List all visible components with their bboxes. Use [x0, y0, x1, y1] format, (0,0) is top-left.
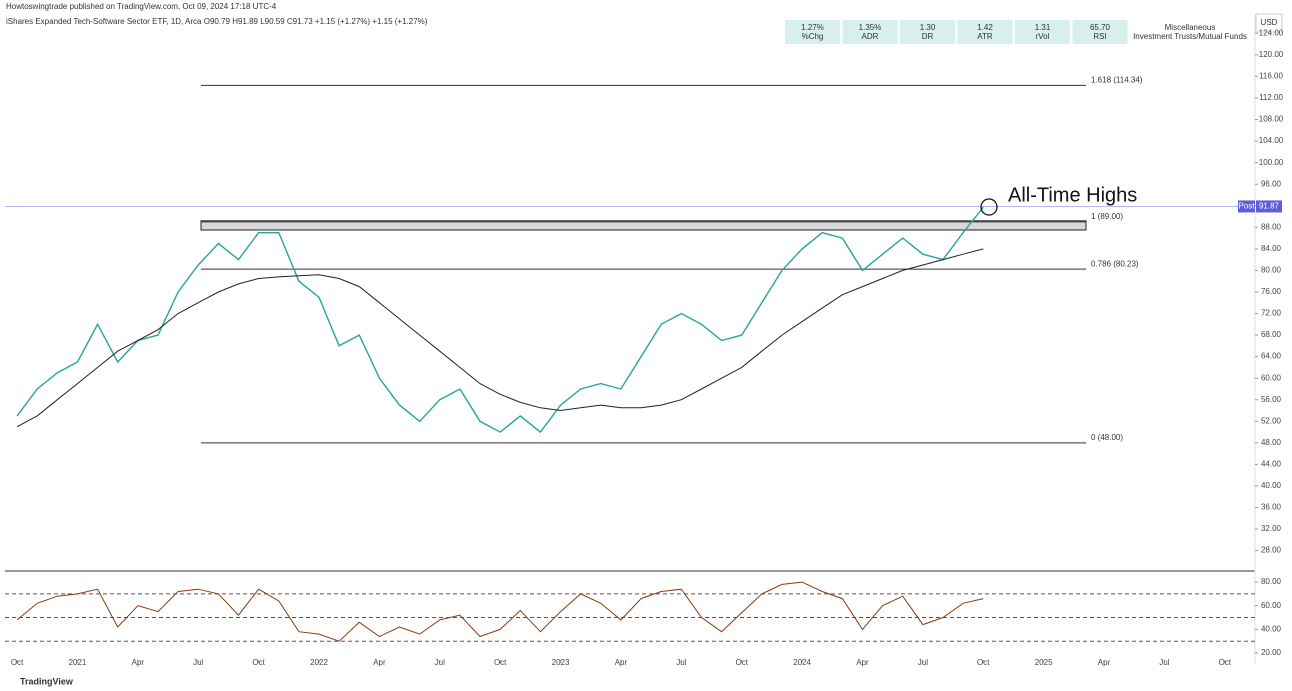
stat-value: 1.35% — [859, 23, 882, 32]
stat-box — [842, 20, 898, 44]
stat-label: DR — [922, 32, 934, 41]
currency-box[interactable] — [1255, 13, 1283, 33]
y-tick-label: 96.00 — [1261, 179, 1282, 188]
y-tick-label: 20.00 — [1261, 648, 1282, 657]
x-tick-label: Jul — [918, 658, 928, 667]
y-tick-label: 28.00 — [1261, 546, 1282, 555]
x-tick-label: 2025 — [1035, 658, 1053, 667]
post-value: 91.87 — [1259, 202, 1280, 211]
stat-label: %Chg — [802, 32, 824, 41]
x-tick-label: Apr — [373, 658, 386, 667]
resistance-zone — [200, 220, 1087, 231]
stat-label: rVol — [1036, 32, 1050, 41]
currency[interactable]: USD — [1261, 18, 1278, 27]
y-tick-label: 64.00 — [1261, 352, 1282, 361]
y-tick-label: 40.00 — [1261, 481, 1282, 490]
series-line — [16, 206, 984, 434]
x-tick-label: Apr — [615, 658, 628, 667]
y-tick-label: 36.00 — [1261, 503, 1282, 512]
y-tick-label: 40.00 — [1261, 624, 1282, 633]
x-tick-label: Oct — [494, 658, 507, 667]
x-tick-label: Jul — [676, 658, 686, 667]
fib-label: 1.618 (114.34) — [1091, 75, 1143, 84]
y-tick-label: 124.00 — [1259, 28, 1284, 37]
y-tick-label: 68.00 — [1261, 330, 1282, 339]
annotation: All-Time Highs — [1008, 184, 1137, 206]
stat-label: ADR — [862, 32, 879, 41]
footer: TradingView — [20, 676, 74, 686]
post-value-tag — [1256, 200, 1282, 213]
y-tick-label: 72.00 — [1261, 309, 1282, 318]
post-tag — [1238, 200, 1255, 213]
stat-box — [785, 20, 840, 44]
industry: Investment Trusts/Mutual Funds — [1133, 32, 1247, 41]
y-tick-label: 56.00 — [1261, 395, 1282, 404]
x-tick-label: Oct — [252, 658, 265, 667]
stat-box — [1015, 20, 1070, 44]
y-tick-label: 80.00 — [1261, 577, 1282, 586]
x-tick-label: Oct — [1219, 658, 1232, 667]
y-tick-label: 76.00 — [1261, 287, 1282, 296]
x-tick-label: Oct — [977, 658, 990, 667]
stat-value: 1.30 — [920, 23, 936, 32]
post-label: Post — [1238, 202, 1255, 211]
y-tick-label: 60.00 — [1261, 601, 1282, 610]
y-tick-label: 84.00 — [1261, 244, 1282, 253]
y-tick-label: 100.00 — [1259, 158, 1284, 167]
y-tick-label: 120.00 — [1259, 50, 1284, 59]
x-tick-label: 2022 — [310, 658, 328, 667]
y-tick-label: 112.00 — [1259, 93, 1283, 102]
x-tick-label: Jul — [1159, 658, 1169, 667]
stat-value: 1.31 — [1035, 23, 1051, 32]
stat-box — [1072, 20, 1128, 44]
y-tick-label: 32.00 — [1261, 524, 1282, 533]
symbol: iShares Expanded Tech-Software Sector ET… — [6, 17, 428, 26]
fib-label: 1 (89.00) — [1091, 212, 1123, 221]
y-tick-label: 80.00 — [1261, 266, 1282, 275]
x-tick-label: Oct — [11, 658, 24, 667]
y-tick-label: 116.00 — [1259, 72, 1283, 81]
stat-value: 1.42 — [977, 23, 993, 32]
stat-label: ATR — [977, 32, 993, 41]
y-tick-label: 52.00 — [1261, 416, 1282, 425]
x-tick-label: Apr — [1098, 658, 1111, 667]
y-tick-label: 108.00 — [1259, 115, 1284, 124]
publisher: Howtoswingtrade published on TradingView… — [6, 2, 277, 11]
x-tick-label: 2023 — [552, 658, 570, 667]
stat-label: RSI — [1093, 32, 1106, 41]
fib-label: 0 (48.00) — [1091, 433, 1123, 442]
y-tick-label: 88.00 — [1261, 222, 1282, 231]
sector: Miscellaneous — [1165, 23, 1216, 32]
y-tick-label: 60.00 — [1261, 373, 1282, 382]
stat-value: 1.27% — [801, 23, 824, 32]
x-tick-label: Oct — [735, 658, 748, 667]
x-tick-label: Jul — [193, 658, 203, 667]
y-tick-label: 48.00 — [1261, 438, 1282, 447]
series-line — [16, 248, 984, 428]
x-tick-label: Apr — [856, 658, 869, 667]
y-tick-label: 104.00 — [1259, 136, 1284, 145]
stat-value: 65.70 — [1090, 23, 1111, 32]
stat-box — [957, 20, 1013, 44]
x-tick-label: Jul — [435, 658, 445, 667]
x-tick-label: 2024 — [793, 658, 811, 667]
annotation-circle — [980, 198, 998, 216]
x-tick-label: Apr — [132, 658, 145, 667]
series-line — [16, 581, 984, 642]
y-tick-label: 44.00 — [1261, 459, 1282, 468]
stat-box — [900, 20, 955, 44]
fib-label: 0.786 (80.23) — [1091, 259, 1139, 268]
x-tick-label: 2021 — [69, 658, 87, 667]
